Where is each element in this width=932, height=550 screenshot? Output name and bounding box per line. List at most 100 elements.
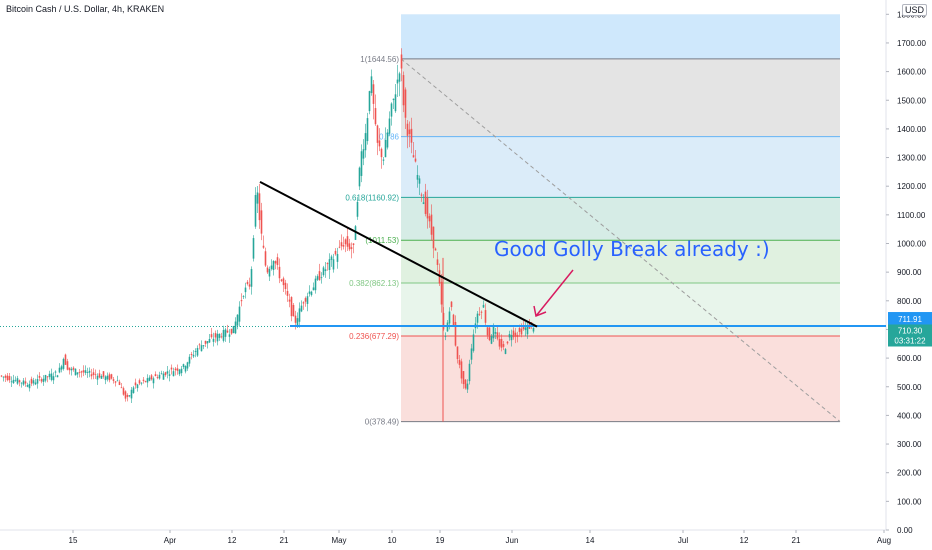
candle-body — [224, 329, 227, 337]
candle-body — [220, 336, 223, 338]
candle-body — [346, 236, 349, 247]
candle-body — [222, 329, 225, 341]
candle-body — [484, 310, 487, 323]
candle-body — [324, 269, 327, 272]
candle-body — [56, 375, 59, 378]
x-tick-label: Jul — [678, 536, 688, 545]
candle-body — [516, 334, 519, 338]
y-tick-label: 400.00 — [897, 411, 922, 420]
candle-body — [392, 98, 395, 101]
candle-body — [208, 339, 211, 343]
candle-body — [232, 325, 235, 334]
candle-body — [236, 314, 239, 326]
currency-button[interactable]: USD — [902, 4, 928, 16]
x-tick-label: 10 — [388, 536, 397, 545]
candle-body — [518, 327, 521, 332]
annotation-text[interactable]: Good Golly Break already :) — [494, 237, 770, 261]
candle-body — [524, 327, 527, 331]
candle-body — [438, 270, 441, 284]
candle-body — [34, 382, 37, 385]
candle-body — [292, 304, 295, 317]
candle-body — [330, 256, 333, 260]
candle-body — [408, 129, 411, 134]
candle-body — [326, 263, 329, 265]
candle-body — [460, 361, 463, 379]
candle-body — [426, 197, 429, 219]
candle-body — [178, 369, 181, 375]
candle-body — [522, 326, 525, 330]
candle-body — [212, 338, 215, 342]
candle-body — [252, 238, 255, 259]
candle-body — [184, 366, 187, 372]
candle-body — [154, 374, 157, 377]
candle-body — [454, 322, 457, 346]
y-tick-label: 1300.00 — [897, 154, 926, 163]
candle-body — [168, 374, 171, 376]
candle-body — [294, 315, 297, 323]
candle-body — [386, 132, 389, 148]
label-countdown: 03:31:22 — [894, 336, 926, 345]
y-tick-label: 1600.00 — [897, 68, 926, 77]
candle-body — [20, 382, 23, 384]
candle-body — [462, 371, 465, 385]
candle-body — [258, 193, 261, 221]
candle-body — [164, 372, 167, 376]
candle-body — [148, 377, 151, 381]
candle-body — [70, 368, 73, 371]
candle-body — [44, 374, 47, 381]
candle-body — [430, 214, 433, 235]
candle-body — [256, 192, 259, 204]
candle-body — [514, 332, 517, 337]
fib-zone-4 — [401, 240, 840, 283]
candle-body — [458, 359, 461, 365]
candle-body — [114, 381, 117, 383]
candle-body — [372, 84, 375, 104]
candle-body — [174, 368, 177, 371]
candle-body — [206, 341, 209, 344]
candle-body — [436, 259, 439, 265]
candle-body — [416, 174, 419, 180]
candle-body — [38, 375, 41, 378]
candle-body — [152, 378, 155, 384]
candle-body — [104, 376, 107, 381]
candle-body — [422, 202, 425, 204]
candle-body — [134, 382, 137, 386]
candle-body — [496, 332, 499, 339]
candle-body — [264, 251, 267, 266]
x-tick-label: 19 — [436, 536, 445, 545]
candle-body — [32, 380, 35, 384]
candle-body — [418, 178, 421, 184]
y-tick-label: 0.00 — [897, 526, 913, 535]
candle-body — [76, 372, 79, 375]
candle-body — [14, 379, 17, 381]
candle-body — [494, 332, 497, 334]
candle-body — [480, 311, 483, 313]
candle-body — [214, 333, 217, 338]
candle-body — [116, 380, 119, 382]
candle-body — [42, 378, 45, 382]
candle-body — [404, 89, 407, 118]
candle-body — [240, 300, 243, 302]
candle-body — [320, 277, 323, 279]
candle-body — [124, 391, 127, 399]
chart-title: Bitcoin Cash / U.S. Dollar, 4h, KRAKEN — [6, 4, 165, 14]
candle-body — [204, 340, 207, 344]
candle-body — [210, 334, 213, 338]
candle-body — [360, 151, 363, 176]
candle-body — [22, 380, 25, 385]
x-tick-label: May — [331, 536, 346, 545]
candle-body — [140, 382, 143, 384]
candle-body — [290, 297, 293, 317]
candle-body — [16, 378, 19, 384]
trendline — [259, 181, 538, 328]
candle-body — [90, 374, 93, 377]
candle-body — [352, 243, 355, 245]
candle-body — [98, 373, 101, 378]
candle-body — [274, 261, 277, 264]
x-tick-label: 12 — [740, 536, 749, 545]
candle-body — [80, 371, 83, 373]
candle-body — [308, 291, 311, 294]
candle-body — [166, 371, 169, 374]
